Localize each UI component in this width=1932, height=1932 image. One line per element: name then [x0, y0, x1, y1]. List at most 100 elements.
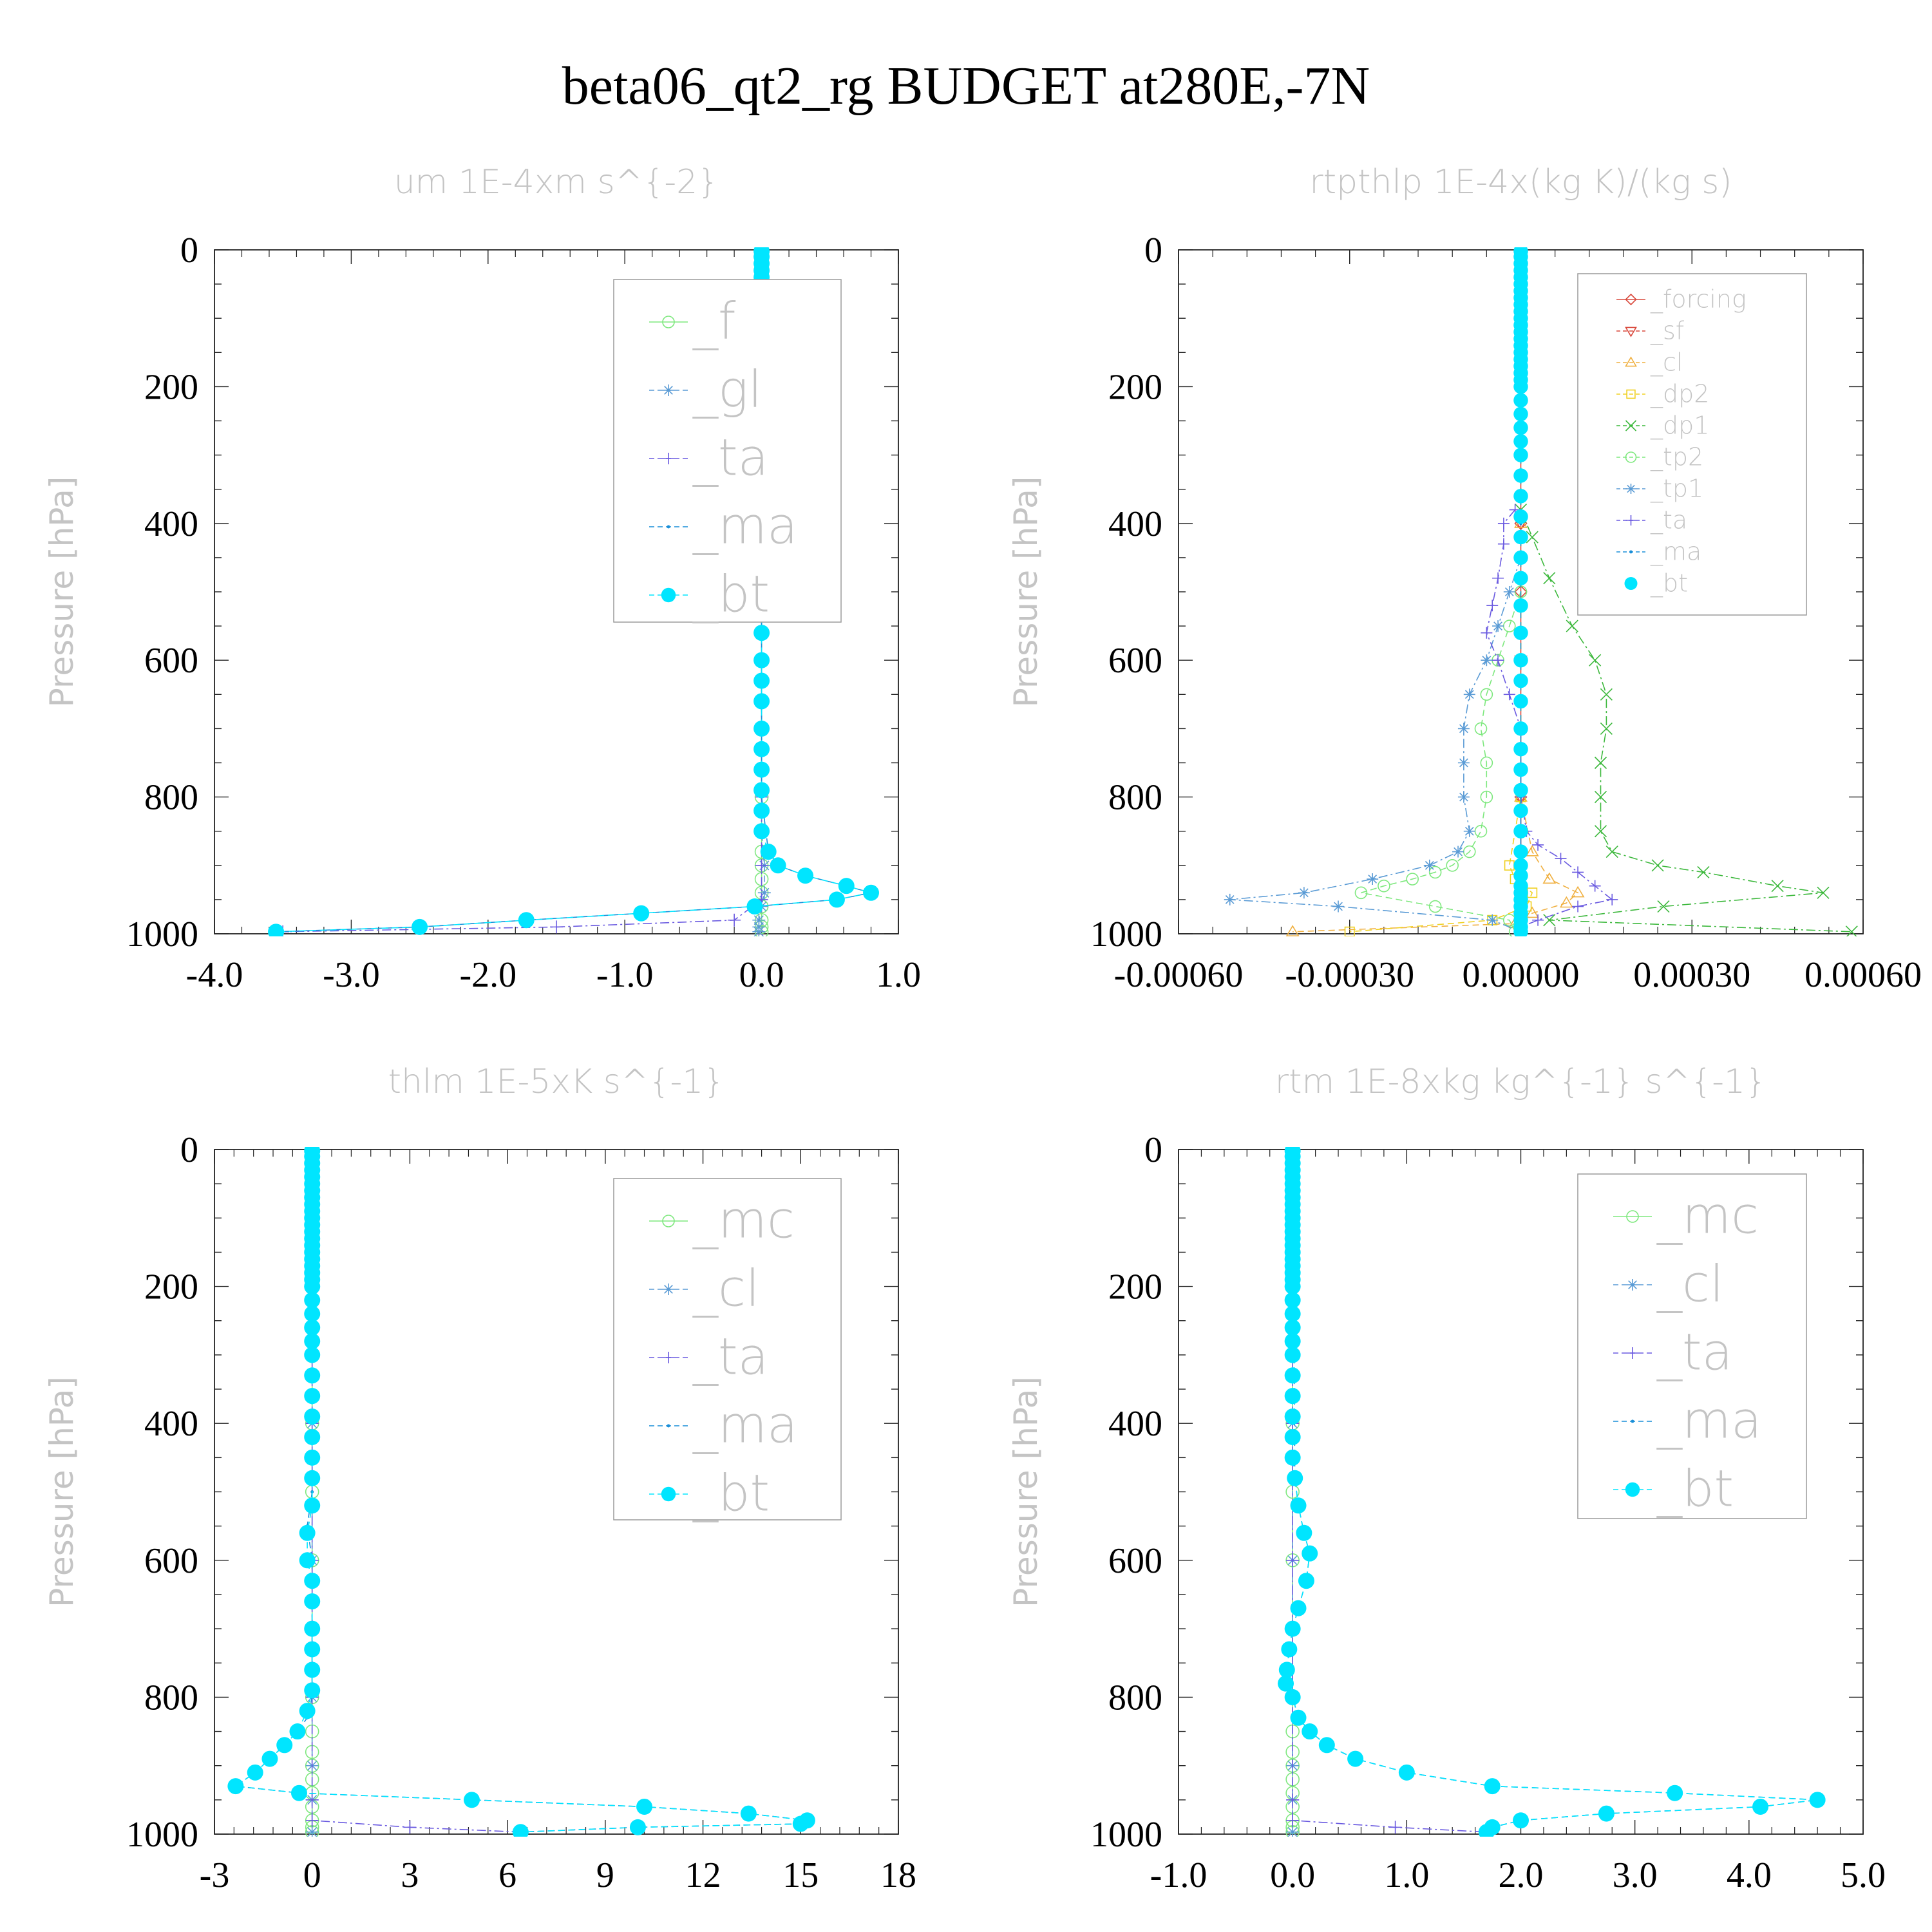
x-tick-label: 1.0 [876, 955, 921, 995]
series-tp1-point [1332, 900, 1345, 913]
series-gl-point [752, 913, 766, 927]
series-ta-point [403, 1821, 417, 1834]
series-bt-point [746, 898, 763, 915]
y-tick-label: 200 [144, 1267, 198, 1307]
legend-label: _ta [1656, 1324, 1732, 1382]
series-bt-point [1513, 448, 1528, 462]
series-ta-point [305, 1793, 319, 1806]
y-tick-label: 1000 [126, 1815, 198, 1855]
series-bt-point [863, 884, 880, 901]
series-ta-point [1286, 1814, 1300, 1827]
series-cl-point [1525, 906, 1539, 918]
series-tp1-point [1457, 723, 1470, 735]
series-ta-point [1481, 627, 1493, 639]
chart-panel-3: thlm 1E-5xK s^{-1} Pressure [hPa] 0 200 400 6… [43, 1063, 916, 1895]
series-bt-point [1302, 1723, 1318, 1740]
series-ta-point [1388, 1821, 1402, 1834]
series-dp1-point [1594, 791, 1607, 804]
legend-label: _ma [692, 1397, 798, 1455]
legend-label: _ma [692, 498, 798, 556]
series-bt-point [304, 1292, 321, 1309]
legend-marker [1626, 389, 1636, 399]
x-tick-label: -0.00030 [1285, 955, 1414, 995]
series-group [227, 1147, 815, 1837]
legend-marker [667, 1424, 670, 1428]
series-gl-point [752, 925, 766, 936]
x-tick-label: -1.0 [1150, 1855, 1208, 1895]
series-bt-point [1513, 673, 1528, 688]
series-ta-point [1532, 838, 1544, 851]
series-bt-point [1513, 803, 1528, 819]
x-tick-label: 0 [303, 1855, 321, 1895]
series-bt-point [1478, 1824, 1495, 1837]
x-tick-label: 5.0 [1841, 1855, 1886, 1895]
series-bt-point [1513, 598, 1528, 613]
legend-marker [662, 1215, 675, 1227]
series-bt-point [299, 1703, 316, 1719]
series-cl-point [1525, 844, 1539, 857]
series-bt-point [512, 1824, 529, 1837]
legend-label: _bt [692, 566, 770, 624]
x-tick-label: 12 [685, 1855, 721, 1895]
legend-marker [1625, 1482, 1640, 1497]
series-tp2-point [1378, 879, 1390, 893]
series-bt-point [304, 1662, 321, 1678]
y-tick-label: 0 [1144, 1130, 1162, 1170]
x-tick-label: 2.0 [1499, 1855, 1544, 1895]
series-bt-point [1513, 721, 1528, 736]
y-tick-label: 600 [1108, 641, 1162, 681]
series-bt-point [1513, 420, 1528, 435]
series-bt-point [792, 1815, 809, 1832]
legend-label: _ta [1650, 506, 1687, 535]
series-bt-point [299, 1524, 316, 1541]
legend-box [613, 1178, 842, 1520]
series-bt-point [1513, 571, 1528, 586]
series-tp1-point [1492, 620, 1504, 632]
y-axis-label: Pressure [hPa] [43, 477, 80, 708]
series-bt-point [268, 923, 285, 936]
series-ta-point [550, 920, 563, 934]
series-tp2-line [1361, 591, 1522, 933]
series-bt-point [633, 905, 650, 922]
series-bt-point [290, 1785, 307, 1801]
series-dp1-point [1594, 825, 1607, 838]
series-bt-point [1290, 1497, 1307, 1514]
series-tp1-point [1486, 914, 1499, 926]
legend-label: _tp1 [1650, 475, 1703, 504]
series-bt-point [304, 1347, 321, 1363]
series-dp1-point [1817, 886, 1830, 899]
series-bt-point [304, 1428, 321, 1445]
series-bt-point [753, 782, 770, 799]
series-ta-point [1589, 880, 1601, 892]
series-bt-point [1398, 1764, 1415, 1781]
series-group [1278, 1147, 1826, 1837]
series-bt-point [1513, 868, 1528, 883]
legend-marker [1629, 550, 1633, 554]
series-dp1-point [1657, 900, 1670, 913]
series-bt-point [1513, 393, 1528, 408]
series-bt-point [464, 1792, 480, 1808]
series-bt-point [753, 823, 770, 840]
legend-marker [1625, 515, 1636, 526]
legend-marker [1627, 1347, 1638, 1359]
series-bt-point [753, 720, 770, 737]
series-ta-point [1497, 538, 1510, 550]
legend-marker [667, 525, 670, 529]
x-tick-label: 0.0 [739, 955, 784, 995]
series-bt-point [518, 912, 535, 929]
series-bt-point [760, 844, 777, 860]
panel-title: rtm 1E-8xkg kg^{-1} s^{-1} [1275, 1063, 1766, 1101]
series-bt-point [304, 1388, 321, 1405]
series-bt-point [753, 693, 770, 710]
y-tick-label: 600 [144, 641, 198, 681]
series-bt-point [1284, 1367, 1301, 1384]
y-tick-label: 400 [1108, 1404, 1162, 1444]
series-dp1-point [1771, 880, 1784, 893]
series-bt-point [1284, 1292, 1301, 1309]
x-tick-label: 1.0 [1384, 1855, 1429, 1895]
series-dp1-point [1543, 572, 1556, 585]
series-dp1-point [1605, 845, 1618, 858]
panel-title: thlm 1E-5xK s^{-1} [388, 1063, 725, 1101]
series-bt-point [247, 1764, 263, 1781]
y-axis-label: Pressure [hPa] [1007, 1376, 1045, 1607]
